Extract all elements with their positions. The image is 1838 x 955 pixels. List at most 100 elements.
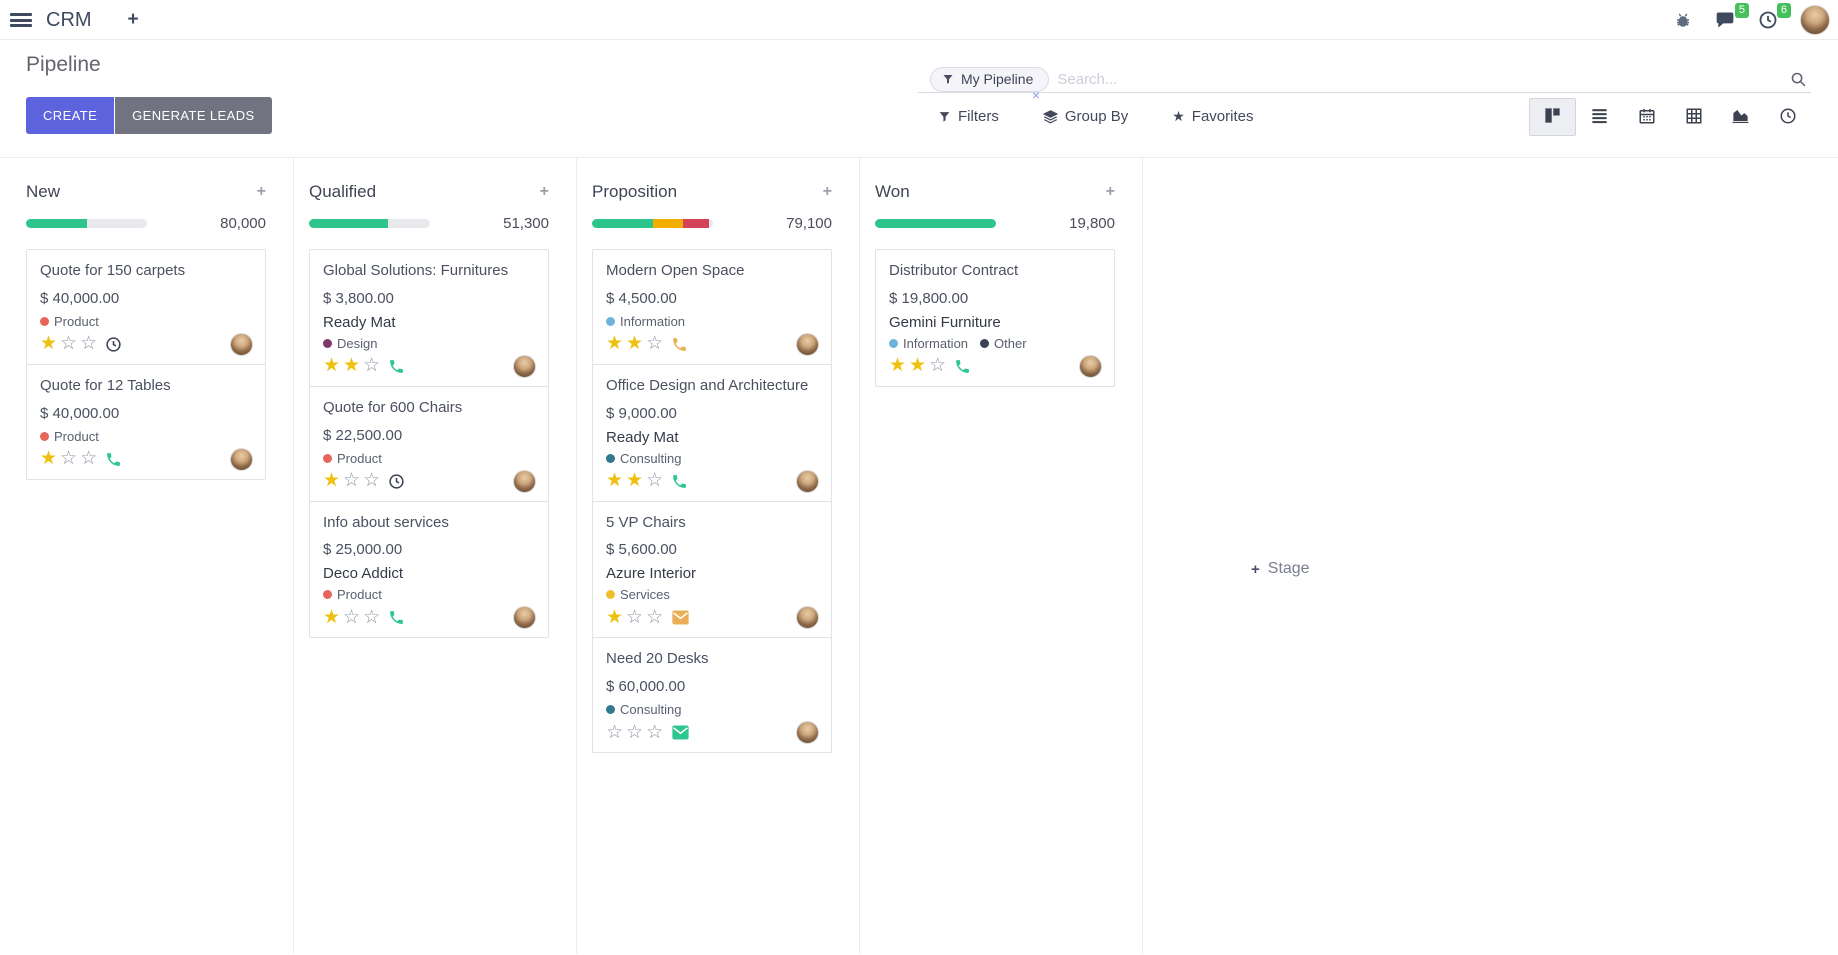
column-progressbar[interactable]	[26, 219, 147, 228]
star-empty-icon[interactable]: ☆	[626, 721, 644, 743]
card-avatar[interactable]	[796, 606, 819, 630]
card-avatar[interactable]	[230, 332, 253, 356]
kanban-card[interactable]: Global Solutions: Furnitures $ 3,800.00 Re…	[309, 249, 549, 387]
star-filled-icon[interactable]: ★	[343, 355, 361, 377]
star-empty-icon[interactable]: ☆	[363, 606, 381, 628]
view-button-activity[interactable]	[1764, 98, 1811, 136]
priority-stars[interactable]: ★ ★ ☆	[323, 356, 380, 376]
messages-icon[interactable]: 5	[1714, 3, 1749, 30]
column-progressbar[interactable]	[875, 219, 996, 228]
star-empty-icon[interactable]: ☆	[626, 606, 644, 628]
clock-icon[interactable]	[388, 473, 405, 490]
priority-stars[interactable]: ★ ★ ☆	[606, 471, 663, 491]
star-filled-icon[interactable]: ★	[323, 470, 341, 491]
activities-clock-icon[interactable]: 6	[1758, 3, 1791, 30]
phone-icon[interactable]	[671, 336, 688, 353]
card-avatar[interactable]	[796, 721, 819, 744]
star-filled-icon[interactable]: ★	[40, 448, 58, 469]
create-button[interactable]: CREATE	[26, 97, 115, 134]
favorites-button[interactable]: ★ Favorites	[1158, 98, 1267, 134]
clock-icon[interactable]	[105, 336, 122, 353]
star-empty-icon[interactable]: ☆	[606, 721, 624, 743]
phone-icon[interactable]	[388, 358, 405, 375]
priority-stars[interactable]: ★ ☆ ☆	[606, 606, 664, 628]
star-empty-icon[interactable]: ☆	[646, 606, 664, 628]
card-avatar[interactable]	[1079, 354, 1102, 378]
phone-icon[interactable]	[671, 473, 688, 490]
search-icon[interactable]	[1790, 71, 1807, 88]
envelope-icon[interactable]	[671, 724, 690, 741]
star-empty-icon[interactable]: ☆	[343, 470, 361, 491]
star-empty-icon[interactable]: ☆	[80, 448, 98, 469]
view-button-kanban[interactable]	[1529, 98, 1576, 136]
kanban-card[interactable]: Need 20 Desks $ 60,000.00 Consulting ☆ ☆ ☆	[592, 637, 832, 753]
card-avatar[interactable]	[796, 332, 819, 356]
star-filled-icon[interactable]: ★	[626, 333, 644, 355]
priority-stars[interactable]: ★ ★ ☆	[889, 356, 946, 376]
column-progressbar[interactable]	[309, 219, 430, 228]
star-filled-icon[interactable]: ★	[40, 333, 58, 355]
add-stage-button[interactable]: + Stage	[1251, 158, 1310, 954]
view-button-graph[interactable]	[1717, 98, 1764, 136]
filters-button[interactable]: Filters	[924, 98, 1013, 134]
star-filled-icon[interactable]: ★	[606, 333, 624, 355]
star-empty-icon[interactable]: ☆	[646, 721, 664, 743]
kanban-card[interactable]: Quote for 12 Tables $ 40,000.00 Product ★ ☆ ☆	[26, 363, 266, 480]
envelope-icon[interactable]	[671, 609, 690, 626]
priority-stars[interactable]: ★ ★ ☆	[606, 334, 663, 354]
card-avatar[interactable]	[513, 606, 536, 630]
search-facet-my-pipeline[interactable]: My Pipeline	[930, 66, 1050, 92]
star-filled-icon[interactable]: ★	[606, 470, 624, 491]
view-button-pivot[interactable]	[1670, 98, 1717, 136]
column-add-icon[interactable]: +	[1105, 183, 1115, 200]
star-empty-icon[interactable]: ☆	[646, 470, 664, 491]
generate-leads-button[interactable]: GENERATE LEADS	[115, 97, 272, 134]
star-empty-icon[interactable]: ☆	[363, 355, 381, 377]
star-filled-icon[interactable]: ★	[909, 355, 927, 377]
phone-icon[interactable]	[105, 451, 122, 468]
kanban-card[interactable]: Modern Open Space $ 4,500.00 Information ★ ★…	[592, 249, 832, 365]
priority-stars[interactable]: ★ ☆ ☆	[323, 471, 380, 491]
priority-stars[interactable]: ★ ☆ ☆	[323, 606, 381, 628]
phone-icon[interactable]	[388, 609, 405, 626]
app-name[interactable]: CRM	[46, 8, 92, 31]
card-avatar[interactable]	[513, 354, 536, 378]
star-filled-icon[interactable]: ★	[323, 606, 341, 628]
debug-bug-icon[interactable]	[1674, 11, 1692, 29]
star-empty-icon[interactable]: ☆	[60, 448, 78, 469]
column-progressbar[interactable]	[592, 219, 713, 228]
column-add-icon[interactable]: +	[256, 183, 266, 200]
phone-icon[interactable]	[954, 358, 971, 375]
kanban-card[interactable]: 5 VP Chairs $ 5,600.00 Azure Interior Servi…	[592, 500, 832, 639]
search-input[interactable]	[1057, 70, 1790, 88]
column-add-icon[interactable]: +	[539, 183, 549, 200]
column-add-icon[interactable]: +	[822, 183, 832, 200]
apps-menu-icon[interactable]	[10, 13, 32, 27]
star-empty-icon[interactable]: ☆	[646, 333, 664, 355]
star-filled-icon[interactable]: ★	[606, 606, 624, 628]
priority-stars[interactable]: ☆ ☆ ☆	[606, 721, 664, 743]
star-empty-icon[interactable]: ☆	[343, 606, 361, 628]
view-button-list[interactable]	[1576, 98, 1623, 136]
star-filled-icon[interactable]: ★	[323, 355, 341, 377]
kanban-card[interactable]: Quote for 150 carpets $ 40,000.00 Product ★…	[26, 249, 266, 365]
view-button-calendar[interactable]	[1623, 98, 1670, 136]
card-avatar[interactable]	[513, 469, 536, 493]
kanban-card[interactable]: Quote for 600 Chairs $ 22,500.00 Product ★ ☆…	[309, 385, 549, 502]
card-avatar[interactable]	[796, 469, 819, 493]
star-filled-icon[interactable]: ★	[889, 355, 907, 377]
priority-stars[interactable]: ★ ☆ ☆	[40, 449, 97, 469]
star-empty-icon[interactable]: ☆	[60, 333, 78, 355]
kanban-card[interactable]: Distributor Contract $ 19,800.00 Gemini Fu…	[875, 249, 1115, 387]
add-icon[interactable]: +	[127, 9, 139, 30]
star-empty-icon[interactable]: ☆	[80, 333, 98, 355]
priority-stars[interactable]: ★ ☆ ☆	[40, 334, 97, 354]
kanban-card[interactable]: Office Design and Architecture $ 9,000.00…	[592, 363, 832, 502]
search-bar[interactable]: My Pipeline ×	[918, 66, 1811, 103]
user-avatar[interactable]	[1800, 5, 1830, 35]
card-avatar[interactable]	[230, 447, 253, 471]
star-empty-icon[interactable]: ☆	[363, 470, 381, 491]
star-empty-icon[interactable]: ☆	[929, 355, 947, 377]
facet-remove-icon[interactable]: ×	[1032, 87, 1041, 103]
star-filled-icon[interactable]: ★	[626, 470, 644, 491]
